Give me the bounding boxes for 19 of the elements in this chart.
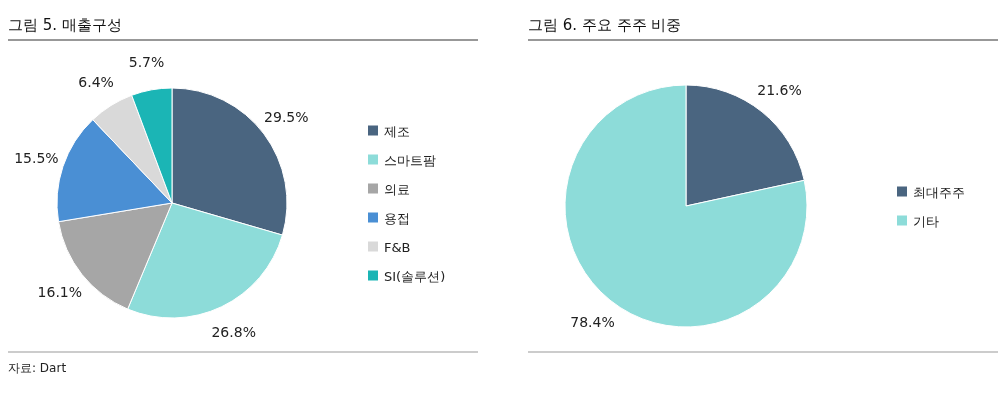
legend-label: 제조 [384, 123, 410, 139]
chart-title: 그림 6. 주요 주주 비중 [528, 16, 682, 34]
legend-label: 용접 [384, 210, 410, 226]
text: 자료: Dart [8, 361, 67, 375]
data-label: 78.4% [570, 313, 615, 330]
legend-label: 기타 [913, 213, 939, 229]
data-label: 26.8% [211, 324, 256, 341]
legend-label: F&B [384, 239, 411, 255]
data-label: 5.7% [128, 54, 165, 71]
data-label: 6.4% [78, 73, 114, 90]
legend-label: 최대주주 [913, 184, 965, 200]
data-label: 21.6% [757, 82, 802, 99]
data-label: 29.5% [264, 109, 309, 126]
legend-label: 의료 [384, 181, 410, 197]
data-label: 16.1% [37, 283, 83, 300]
chart-title: 그림 5. 매출구성 [8, 16, 122, 34]
data-label: 15.5% [14, 149, 59, 166]
legend-label: SI(솔루션) [384, 268, 446, 284]
legend-label: 스마트팜 [384, 152, 436, 168]
